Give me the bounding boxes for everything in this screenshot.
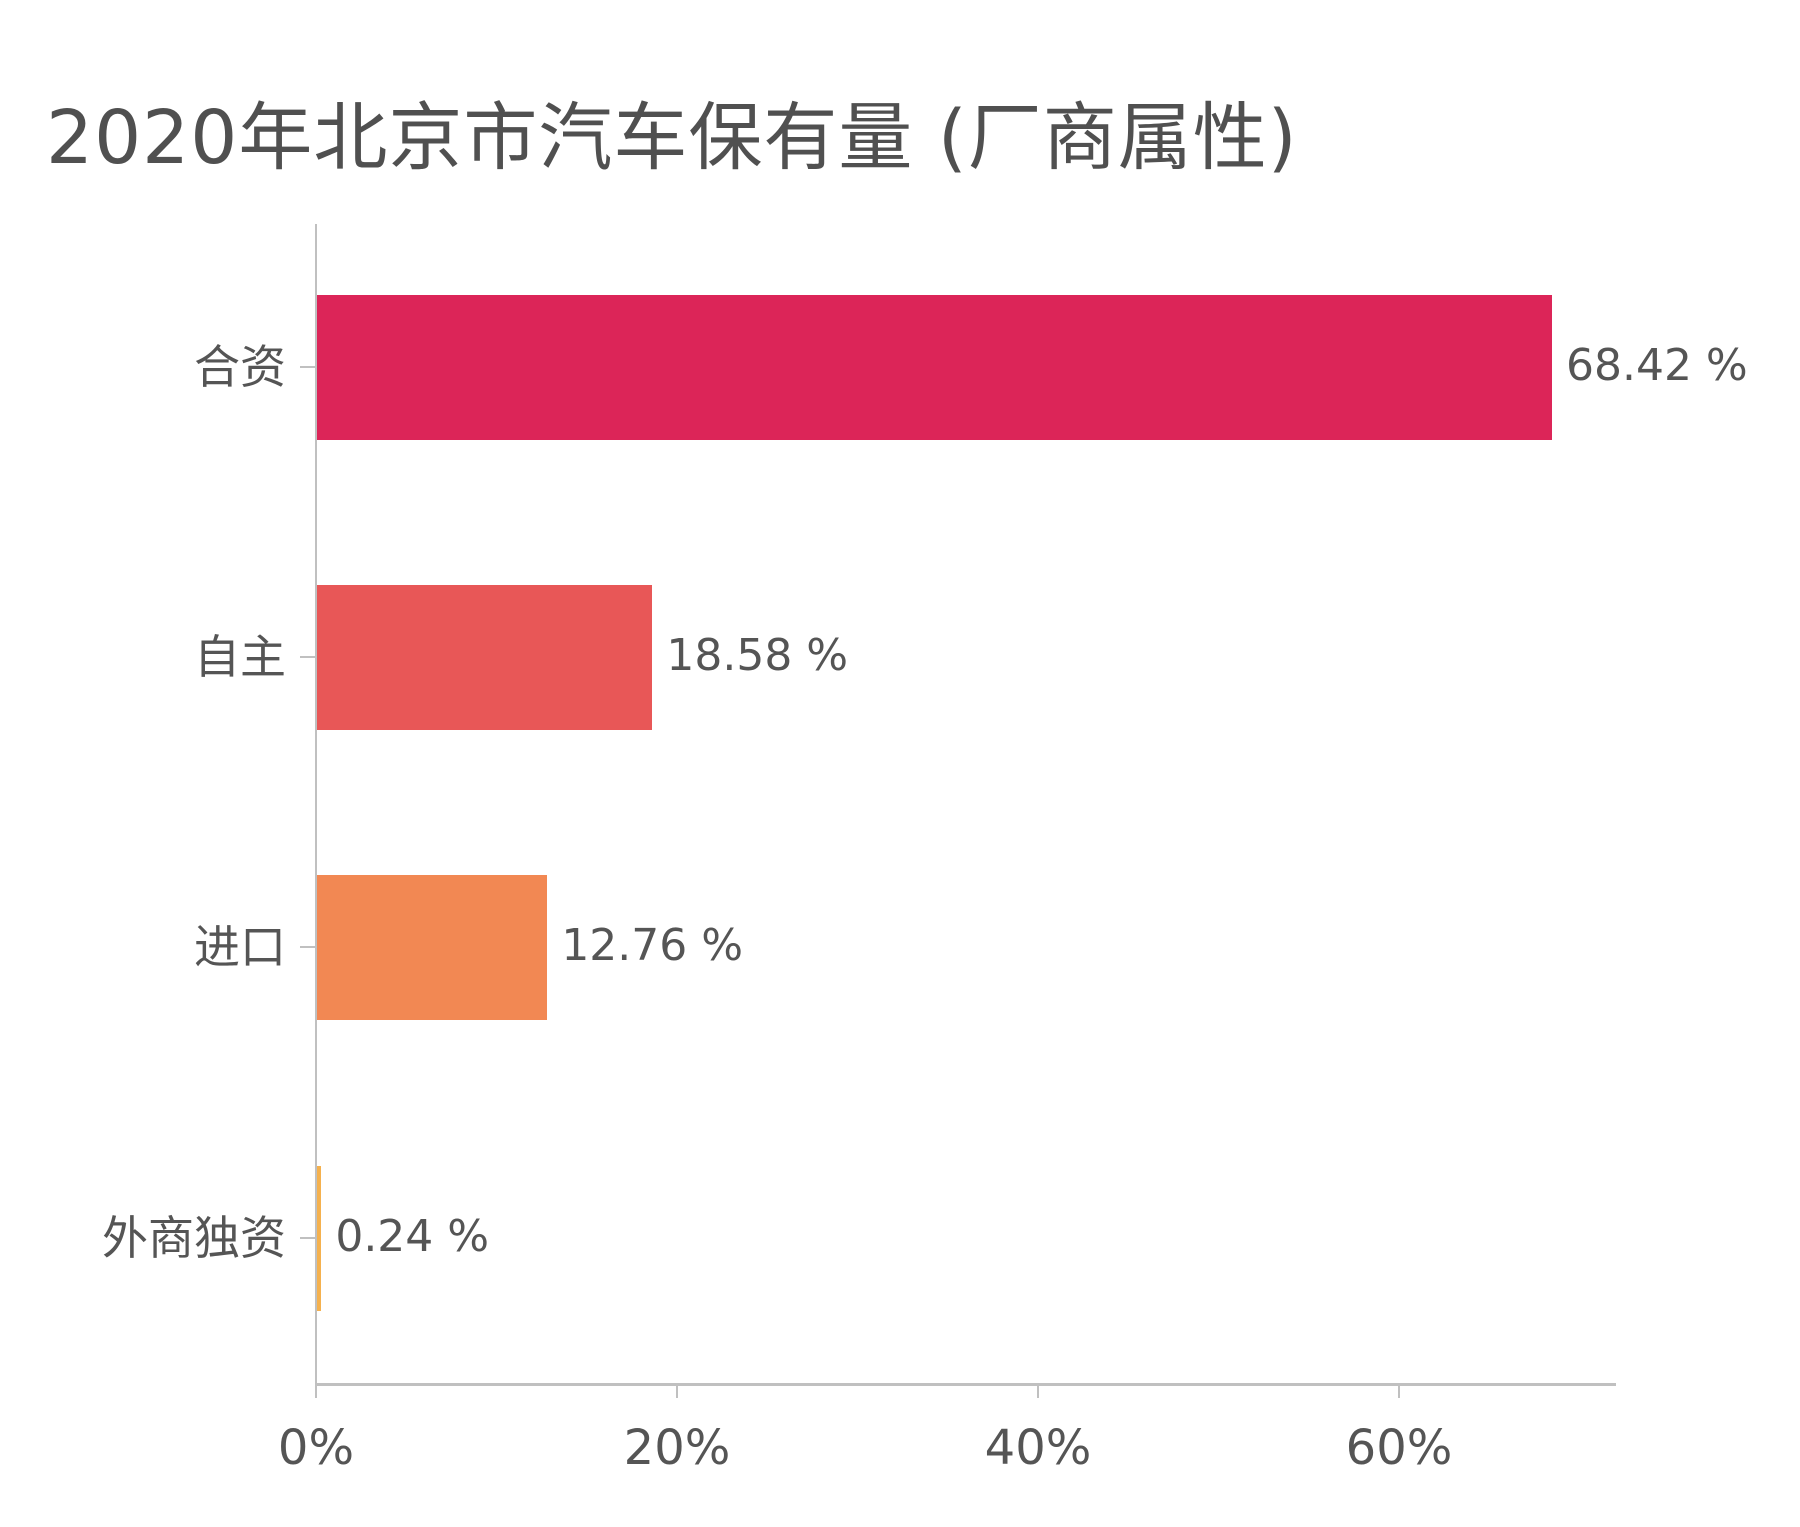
x-tick xyxy=(315,1385,317,1398)
x-tick xyxy=(676,1385,678,1398)
y-tick xyxy=(300,366,315,368)
x-tick-label: 40% xyxy=(984,1420,1092,1476)
bar xyxy=(317,585,653,730)
x-tick xyxy=(1037,1385,1039,1398)
chart-title: 2020年北京市汽车保有量 (厂商属性) xyxy=(46,95,1298,181)
x-tick-label: 0% xyxy=(277,1420,355,1476)
x-tick-label: 60% xyxy=(1345,1420,1453,1476)
bar xyxy=(317,295,1552,440)
category-label: 外商独资 xyxy=(102,1211,286,1265)
x-tick xyxy=(1398,1385,1400,1398)
value-label: 18.58 % xyxy=(666,630,849,681)
value-label: 0.24 % xyxy=(335,1211,490,1262)
value-label: 12.76 % xyxy=(561,920,744,971)
y-tick xyxy=(300,656,315,658)
category-label: 进口 xyxy=(194,920,286,974)
value-label: 68.42 % xyxy=(1565,340,1748,391)
y-axis-line xyxy=(315,224,317,1385)
category-label: 合资 xyxy=(194,340,286,394)
y-tick xyxy=(300,1237,315,1239)
bar xyxy=(317,875,548,1020)
x-tick-label: 20% xyxy=(623,1420,731,1476)
bar xyxy=(317,1166,322,1311)
x-axis-line xyxy=(315,1383,1616,1386)
category-label: 自主 xyxy=(194,630,286,684)
y-tick xyxy=(300,946,315,948)
